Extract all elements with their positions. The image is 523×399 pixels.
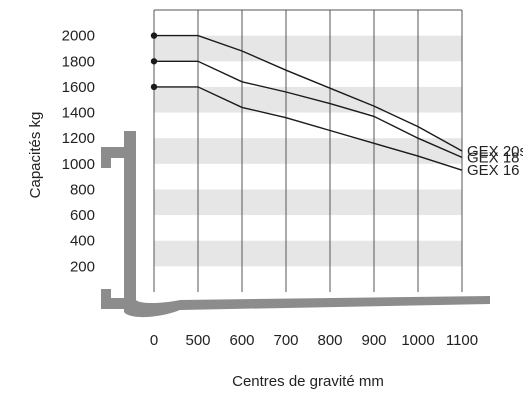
series-line-0 [154,34,463,152]
series-start-point [150,32,158,39]
x-tick-labels: 0 500 600 700 800 900 1000 1100 [150,332,478,349]
y-tick-label: 1600 [62,79,95,96]
y-tick-label: 1800 [62,53,95,70]
series-label: GEX 20s [467,143,523,160]
grid-bands [154,35,462,267]
grid-band [154,86,462,113]
grid-lines [153,9,463,292]
y-tick-label: 1000 [62,156,95,173]
series-start-point [150,58,158,65]
grid-band [154,138,462,164]
x-tick-label: 0 [150,332,158,349]
y-tick-labels: 200 400 600 800 1000 1200 1400 1600 1800 2000 [62,28,95,276]
y-tick-label: 400 [70,233,95,250]
series-label: GEX 16 [467,162,520,179]
series-line-1 [154,60,463,159]
series-start-points [150,32,158,91]
series-start-point [150,83,158,91]
grid-band [154,189,462,216]
x-tick-label: 800 [317,332,342,349]
forklift-fork-icon [101,131,490,318]
fork-tine [101,131,490,318]
x-tick-label: 600 [229,332,254,349]
x-tick-label: 700 [273,332,298,349]
y-tick-label: 2000 [62,28,95,45]
series-lines [154,34,463,171]
y-tick-label: 200 [70,258,95,275]
y-tick-label: 600 [70,207,95,224]
y-tick-label: 1200 [62,130,95,147]
grid-band [154,240,462,267]
x-axis-title: Centres de gravité mm [232,373,384,390]
x-tick-label: 1100 [446,332,478,349]
x-tick-label: 900 [361,332,386,349]
y-axis-title: Capacités kg [27,112,44,199]
series-label: GEX 18 [467,149,520,166]
grid-band [154,35,462,62]
x-tick-label: 1000 [401,332,434,349]
y-tick-label: 800 [70,181,95,198]
series-line-2 [154,86,463,171]
y-tick-label: 1400 [62,105,95,122]
x-tick-label: 500 [185,332,210,349]
